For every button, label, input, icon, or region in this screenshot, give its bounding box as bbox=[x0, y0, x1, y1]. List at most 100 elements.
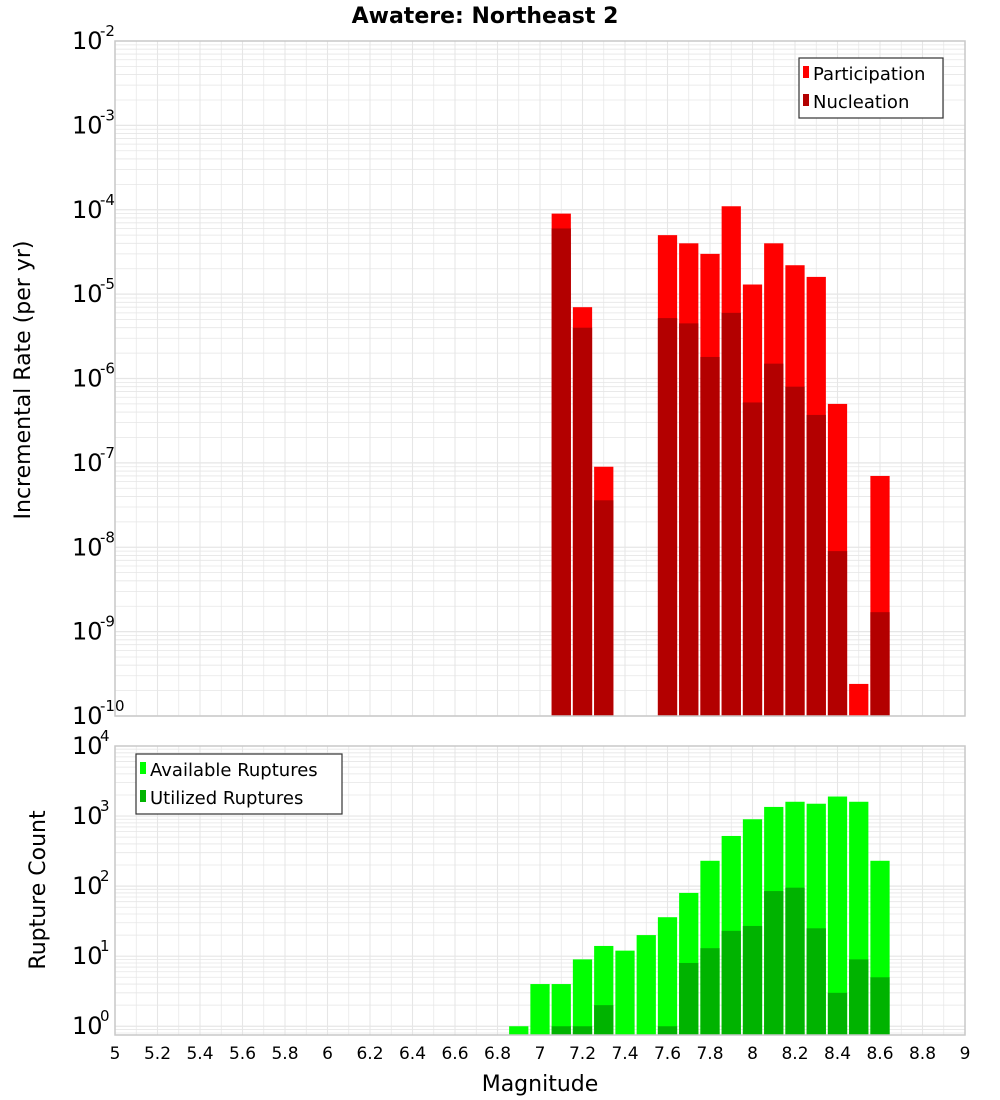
x-tick-label: 6 bbox=[322, 1044, 333, 1064]
x-tick-label: 8.2 bbox=[781, 1044, 808, 1064]
x-tick-label: 8.6 bbox=[866, 1044, 893, 1064]
y-tick-exponent: 1 bbox=[100, 937, 110, 955]
x-tick-label: 5.6 bbox=[229, 1044, 256, 1064]
bar-utilized bbox=[657, 1026, 678, 1035]
x-tick-label: 7.6 bbox=[654, 1044, 681, 1064]
bar-nucleation bbox=[742, 402, 763, 716]
bar-utilized bbox=[594, 1005, 614, 1035]
bar-nucleation bbox=[785, 386, 805, 716]
legend-label: Participation bbox=[813, 64, 925, 85]
y-tick-label: 10 bbox=[72, 942, 103, 970]
x-tick-label: 6.6 bbox=[441, 1044, 468, 1064]
bar-available bbox=[827, 796, 848, 1035]
bar-utilized bbox=[870, 977, 890, 1035]
bar-utilized bbox=[764, 891, 784, 1035]
bar-available bbox=[509, 1026, 529, 1035]
bar-nucleation bbox=[764, 363, 784, 716]
x-tick-label: 7.2 bbox=[569, 1044, 596, 1064]
y-tick-label: 10 bbox=[72, 27, 103, 55]
x-tick-label: 7.4 bbox=[611, 1044, 638, 1064]
legend-swatch bbox=[803, 94, 809, 106]
legend-swatch bbox=[803, 66, 809, 78]
y-tick-label: 10 bbox=[72, 618, 103, 646]
legend-box bbox=[135, 753, 343, 815]
chart-title: Awatere: Northeast 2 bbox=[352, 4, 619, 29]
legend-swatch bbox=[140, 790, 146, 802]
y-tick-exponent: 3 bbox=[100, 797, 110, 815]
y-tick-exponent: -6 bbox=[100, 360, 115, 378]
bar-utilized bbox=[551, 1026, 571, 1035]
y-tick-exponent: -8 bbox=[100, 528, 115, 546]
bar-nucleation bbox=[721, 312, 741, 716]
legend-box bbox=[798, 57, 944, 119]
x-tick-label: 8.8 bbox=[909, 1044, 936, 1064]
y-tick-label: 10 bbox=[72, 802, 103, 830]
bar-nucleation bbox=[827, 551, 848, 716]
x-tick-label: 6.4 bbox=[399, 1044, 426, 1064]
x-tick-label: 5.2 bbox=[144, 1044, 171, 1064]
y-tick-label: 10 bbox=[72, 449, 103, 477]
bar-utilized bbox=[721, 930, 741, 1035]
legend-label: Nucleation bbox=[813, 92, 909, 113]
x-axis-label: Magnitude bbox=[482, 1072, 599, 1097]
bar-utilized bbox=[827, 992, 848, 1035]
bar-available bbox=[657, 917, 678, 1035]
bottom-y-axis-label: Rupture Count bbox=[26, 810, 51, 970]
y-tick-label: 10 bbox=[72, 365, 103, 393]
y-tick-exponent: -9 bbox=[100, 613, 115, 631]
y-tick-label: 10 bbox=[72, 732, 103, 760]
top-y-axis-label: Incremental Rate (per yr) bbox=[11, 241, 36, 520]
x-tick-label: 6.2 bbox=[356, 1044, 383, 1064]
y-tick-label: 10 bbox=[72, 280, 103, 308]
bar-utilized bbox=[806, 928, 826, 1035]
y-tick-exponent: 4 bbox=[100, 727, 110, 745]
y-tick-label: 10 bbox=[72, 702, 103, 730]
bar-available bbox=[551, 984, 571, 1035]
y-tick-label: 10 bbox=[72, 872, 103, 900]
x-tick-label: 8 bbox=[747, 1044, 758, 1064]
bar-utilized bbox=[679, 962, 699, 1035]
plot-frame bbox=[114, 745, 966, 1036]
y-tick-exponent: 0 bbox=[100, 1007, 110, 1025]
bar-utilized bbox=[700, 948, 720, 1035]
y-tick-label: 10 bbox=[72, 533, 103, 561]
y-tick-label: 10 bbox=[72, 1012, 103, 1040]
bar-utilized bbox=[742, 925, 763, 1035]
x-tick-label: 5.4 bbox=[186, 1044, 213, 1064]
bar-utilized bbox=[785, 887, 805, 1035]
x-tick-label: 6.8 bbox=[484, 1044, 511, 1064]
x-tick-label: 5.8 bbox=[271, 1044, 298, 1064]
bar-available bbox=[615, 950, 635, 1035]
legend-label: Utilized Ruptures bbox=[150, 788, 303, 809]
y-tick-exponent: -2 bbox=[100, 22, 115, 40]
bar-nucleation bbox=[700, 356, 720, 716]
y-tick-exponent: -3 bbox=[100, 106, 115, 124]
legend-label: Available Ruptures bbox=[150, 760, 318, 781]
x-tick-label: 5 bbox=[110, 1044, 121, 1064]
y-tick-exponent: -10 bbox=[100, 697, 125, 715]
bar-utilized bbox=[849, 959, 869, 1035]
x-tick-label: 7.8 bbox=[696, 1044, 723, 1064]
bar-participation bbox=[849, 683, 869, 716]
x-tick-label: 7 bbox=[535, 1044, 546, 1064]
bar-nucleation bbox=[806, 414, 826, 716]
y-tick-label: 10 bbox=[72, 196, 103, 224]
y-tick-label: 10 bbox=[72, 111, 103, 139]
x-tick-label: 9 bbox=[960, 1044, 971, 1064]
bar-utilized bbox=[572, 1026, 593, 1035]
bar-nucleation bbox=[572, 327, 593, 716]
y-tick-exponent: -5 bbox=[100, 275, 115, 293]
legend-swatch bbox=[140, 762, 146, 774]
bar-available bbox=[530, 984, 550, 1035]
bar-nucleation bbox=[551, 228, 571, 716]
bar-nucleation bbox=[870, 612, 890, 716]
bar-available bbox=[636, 935, 656, 1035]
plot-frame bbox=[114, 40, 966, 717]
bar-nucleation bbox=[679, 323, 699, 716]
y-tick-exponent: -7 bbox=[100, 444, 115, 462]
y-tick-exponent: 2 bbox=[100, 867, 110, 885]
y-tick-exponent: -4 bbox=[100, 191, 115, 209]
